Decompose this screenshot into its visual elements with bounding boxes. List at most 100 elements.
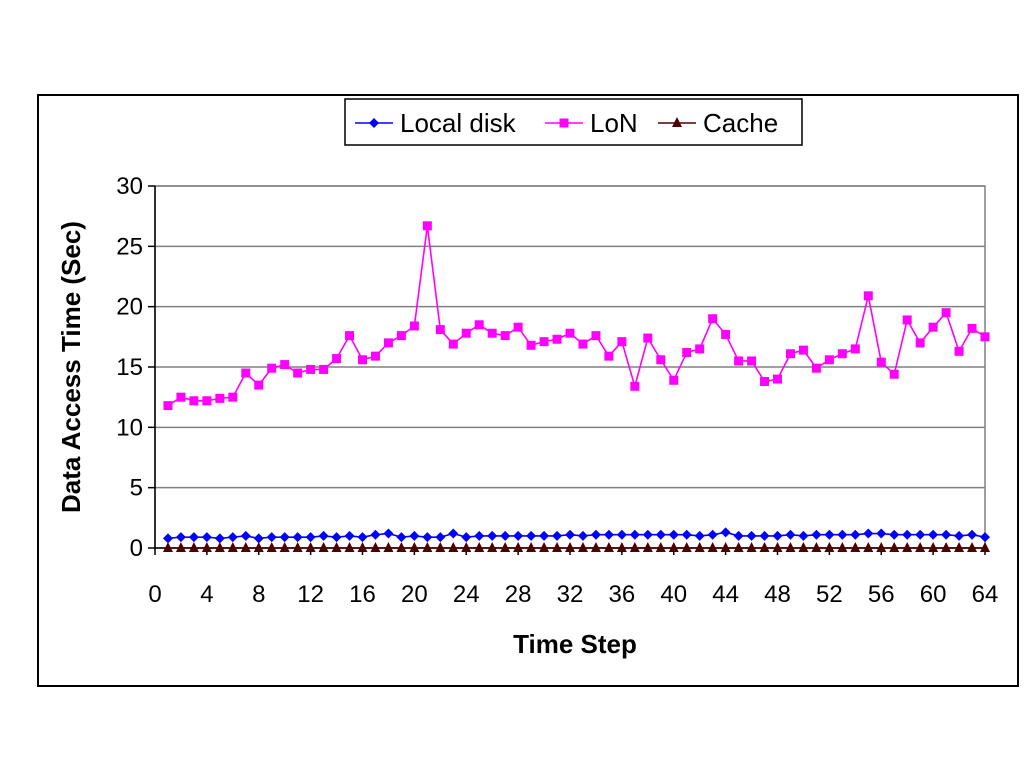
- data-point-lon: [695, 344, 705, 354]
- data-point-lon: [785, 349, 795, 359]
- legend: Local disk LoN Cache: [344, 98, 803, 146]
- data-point-cache: [863, 542, 874, 552]
- y-tick-label: 25: [116, 233, 143, 260]
- data-point-cache: [422, 542, 433, 552]
- data-point-cache: [409, 542, 420, 552]
- data-point-cache: [746, 542, 757, 552]
- data-point-local-disk: [928, 529, 939, 540]
- data-point-lon: [370, 351, 380, 361]
- data-point-local-disk: [552, 530, 563, 541]
- legend-label: Local disk: [400, 108, 517, 138]
- x-tick-label: 0: [148, 581, 161, 608]
- data-point-local-disk: [461, 532, 472, 543]
- data-point-lon: [617, 337, 627, 347]
- data-point-cache: [448, 542, 459, 552]
- data-point-cache: [577, 542, 588, 552]
- data-point-cache: [772, 542, 783, 552]
- data-point-local-disk: [448, 528, 459, 539]
- legend-marker: [559, 118, 569, 128]
- data-point-local-disk: [162, 533, 173, 544]
- data-point-local-disk: [279, 532, 290, 543]
- data-point-local-disk: [720, 527, 731, 538]
- data-point-local-disk: [850, 529, 861, 540]
- x-tick-label: 64: [972, 581, 999, 608]
- data-point-local-disk: [214, 533, 225, 544]
- data-point-lon: [967, 323, 977, 333]
- series-line-local-disk: [167, 531, 986, 540]
- data-point-lon: [643, 333, 653, 343]
- y-tick-label: 0: [130, 535, 143, 562]
- data-point-lon: [461, 328, 471, 338]
- data-point-cache: [941, 542, 952, 552]
- data-point-local-disk: [227, 532, 238, 543]
- data-point-local-disk: [733, 530, 744, 541]
- data-point-cache: [565, 542, 575, 552]
- data-point-cache: [292, 542, 303, 552]
- x-tick-label: 24: [453, 581, 480, 608]
- data-point-local-disk: [707, 529, 718, 540]
- data-point-lon: [747, 356, 757, 366]
- data-point-cache: [305, 542, 316, 552]
- data-point-lon: [526, 340, 536, 350]
- data-point-local-disk: [331, 532, 342, 543]
- data-point-cache: [785, 542, 796, 552]
- data-point-local-disk: [188, 532, 199, 543]
- data-point-cache: [383, 542, 394, 552]
- data-point-local-disk: [954, 530, 965, 541]
- data-point-cache: [500, 542, 511, 552]
- series-lon: [163, 221, 990, 411]
- y-axis-title: Data Access Time (Sec): [56, 221, 86, 513]
- data-point-cache: [188, 542, 199, 552]
- legend-item-lon: LoN: [545, 108, 638, 138]
- data-point-lon: [293, 368, 303, 378]
- data-point-lon: [591, 331, 601, 341]
- data-point-local-disk: [889, 529, 900, 540]
- data-point-cache: [162, 542, 173, 552]
- data-point-cache: [733, 542, 744, 552]
- legend-item-cache: Cache: [658, 108, 778, 138]
- data-point-cache: [435, 542, 446, 552]
- data-point-lon: [941, 308, 951, 318]
- data-point-cache: [590, 542, 601, 552]
- data-point-cache: [201, 542, 212, 552]
- x-tick-label: 56: [868, 581, 895, 608]
- data-point-local-disk: [487, 530, 498, 541]
- data-point-local-disk: [565, 529, 575, 540]
- data-point-local-disk: [370, 529, 381, 540]
- series-cache: [162, 542, 990, 552]
- data-point-local-disk: [798, 530, 809, 541]
- x-tick-label: 28: [505, 581, 532, 608]
- x-axis-title: Time Step: [513, 629, 637, 659]
- data-point-lon: [928, 322, 938, 332]
- data-point-local-disk: [396, 532, 407, 543]
- data-point-lon: [798, 345, 808, 355]
- data-point-lon: [435, 325, 445, 335]
- data-point-local-disk: [318, 530, 329, 541]
- legend-box: [344, 98, 803, 146]
- data-point-cache: [928, 542, 939, 552]
- data-point-lon: [708, 314, 718, 324]
- data-point-local-disk: [435, 532, 446, 543]
- x-tick-label: 12: [297, 581, 324, 608]
- data-point-local-disk: [201, 532, 212, 543]
- data-point-local-disk: [941, 529, 952, 540]
- data-point-cache: [175, 542, 186, 552]
- y-axis: 0 5 10 15 20 25 30: [116, 173, 156, 562]
- data-point-local-disk: [422, 532, 433, 543]
- data-point-lon: [409, 321, 419, 331]
- legend-item-local-disk: Local disk: [355, 108, 517, 138]
- data-point-cache: [681, 542, 692, 552]
- x-tick-label: 20: [401, 581, 428, 608]
- x-tick-label: 52: [816, 581, 843, 608]
- data-point-lon: [189, 396, 199, 406]
- data-point-lon: [669, 375, 679, 385]
- data-point-local-disk: [305, 532, 316, 543]
- data-point-cache: [850, 542, 861, 552]
- data-point-local-disk: [915, 529, 926, 540]
- data-point-local-disk: [616, 529, 627, 540]
- data-point-local-disk: [292, 532, 303, 543]
- x-tick-label: 48: [764, 581, 791, 608]
- data-point-cache: [318, 542, 329, 552]
- data-point-local-disk: [967, 529, 978, 540]
